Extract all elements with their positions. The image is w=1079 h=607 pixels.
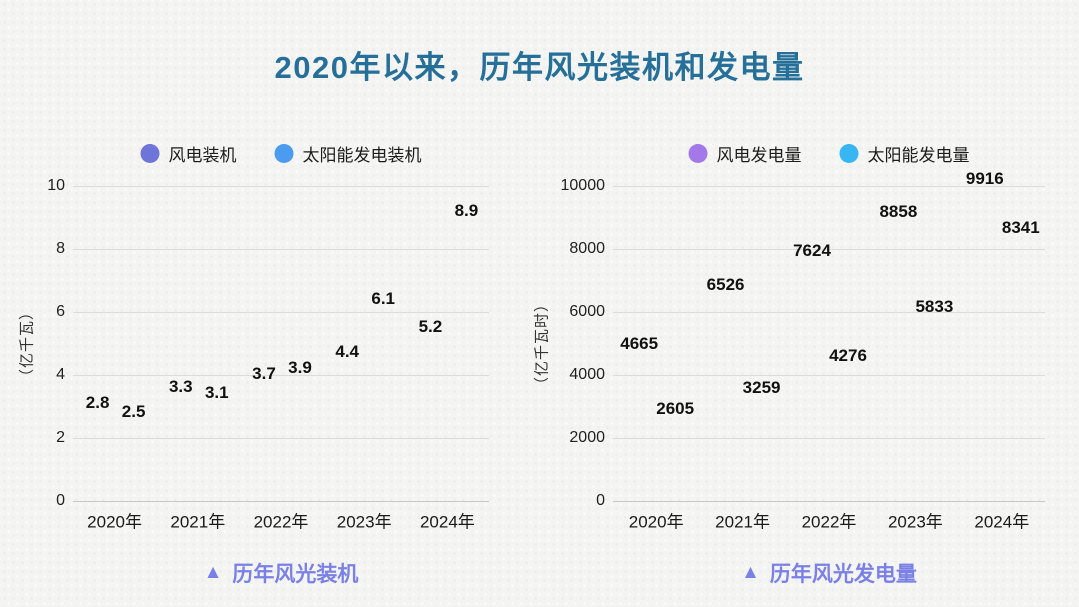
y-tick-label: 4000 (569, 366, 605, 383)
gridline (613, 186, 1045, 187)
data-label: 4.4 (335, 342, 360, 362)
x-tick-label: 2021年 (715, 512, 771, 532)
data-label: 3259 (742, 378, 781, 398)
chart-legend: 风电装机 太阳能发电装机 (140, 141, 422, 166)
data-label: 7624 (793, 240, 831, 260)
y-tick-label: 0 (596, 492, 605, 509)
legend-item[interactable]: 风电装机 (140, 141, 237, 166)
gridline (613, 249, 1045, 250)
data-label: 3.1 (204, 383, 229, 403)
y-tick-label: 10000 (560, 177, 606, 194)
gridline (73, 501, 489, 502)
data-label: 8858 (879, 201, 918, 221)
gridline (73, 375, 489, 376)
data-label: 8.9 (454, 200, 479, 220)
data-label: 3.7 (252, 364, 276, 384)
data-label: 5833 (915, 297, 954, 317)
data-label: 4665 (620, 334, 659, 354)
data-label: 3.3 (168, 377, 193, 397)
y-tick-label: 2 (56, 429, 65, 446)
gridline (73, 186, 489, 187)
data-label: 8341 (1001, 218, 1040, 238)
x-tick-label: 2024年 (419, 512, 475, 532)
data-label: 3.9 (288, 358, 312, 378)
x-tick-label: 2024年 (974, 512, 1030, 532)
data-label: 2605 (656, 398, 695, 418)
y-tick-label: 10 (47, 177, 65, 194)
data-label: 2.8 (85, 392, 110, 412)
legend-item[interactable]: 太阳能发电量 (839, 141, 970, 166)
gridline (613, 501, 1045, 502)
legend-label: 太阳能发电量 (867, 146, 970, 165)
triangle-icon: ▲ (203, 562, 223, 583)
gridline (613, 438, 1045, 439)
legend-marker-icon (839, 144, 859, 163)
legend-marker-icon (688, 144, 708, 163)
legend-label: 风电发电量 (716, 146, 802, 165)
y-tick-label: 8000 (569, 240, 605, 257)
x-tick-label: 2021年 (170, 512, 226, 532)
legend-item[interactable]: 风电发电量 (688, 141, 802, 166)
gridline (73, 312, 489, 313)
chart-caption: ▲ 历年风光装机 (204, 558, 359, 588)
caption-label: 历年风光装机 (232, 563, 359, 586)
legend-marker-icon (274, 144, 294, 163)
gridline (73, 249, 489, 250)
x-tick-label: 2020年 (87, 512, 143, 532)
y-axis-unit-label: （亿千瓦时） (533, 295, 551, 392)
triangle-icon: ▲ (741, 562, 760, 583)
legend-label: 太阳能发电装机 (302, 146, 422, 165)
legend-marker-icon (140, 144, 160, 163)
legend-item[interactable]: 太阳能发电装机 (274, 141, 422, 166)
gridline (73, 438, 489, 439)
gridline (613, 375, 1045, 376)
x-tick-label: 2023年 (336, 512, 392, 532)
caption-label: 历年风光发电量 (769, 563, 917, 586)
y-tick-label: 0 (56, 492, 65, 509)
data-label: 4276 (829, 346, 867, 366)
x-tick-label: 2022年 (253, 512, 309, 532)
x-tick-label: 2020年 (628, 512, 684, 532)
legend-label: 风电装机 (168, 146, 237, 165)
y-tick-label: 6000 (569, 303, 605, 320)
page-title: 2020年以来，历年风光装机和发电量 (274, 50, 805, 85)
x-tick-label: 2022年 (801, 512, 857, 532)
chart-caption: ▲ 历年风光发电量 (741, 558, 917, 588)
data-label: 9916 (965, 168, 1004, 188)
y-tick-label: 8 (56, 240, 65, 257)
x-tick-label: 2023年 (887, 512, 943, 532)
y-axis-unit-label: （亿千瓦） (18, 303, 36, 384)
data-label: 6526 (706, 275, 745, 295)
gridline (613, 312, 1045, 313)
data-label: 2.5 (121, 402, 146, 422)
data-label: 6.1 (371, 288, 396, 308)
y-tick-label: 2000 (569, 429, 605, 446)
y-tick-label: 4 (56, 366, 65, 383)
data-label: 5.2 (418, 317, 443, 337)
y-tick-label: 6 (56, 303, 65, 320)
chart-legend: 风电发电量 太阳能发电量 (688, 141, 970, 166)
